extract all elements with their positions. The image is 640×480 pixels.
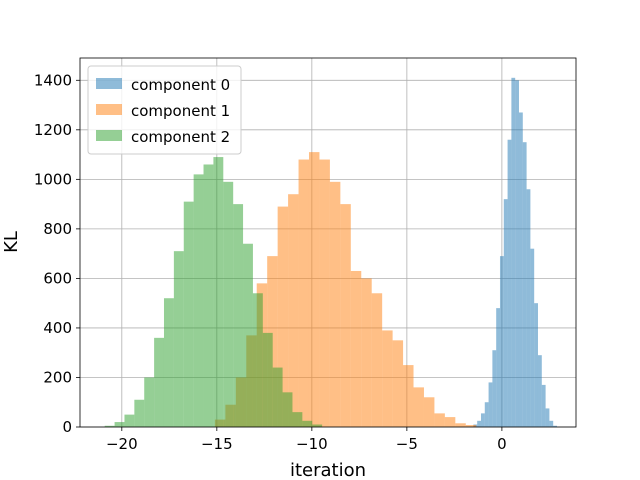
hist-bar-0-6 <box>496 308 500 427</box>
legend-label-2: component 2 <box>131 128 230 146</box>
hist-bar-0-16 <box>534 303 538 427</box>
hist-bar-1-18 <box>403 365 414 427</box>
hist-bar-1-11 <box>329 181 341 427</box>
hist-bar-2-5 <box>154 337 164 427</box>
hist-bar-2-7 <box>173 251 184 427</box>
y-tick-label-4: 800 <box>43 220 72 238</box>
y-tick-label-5: 1000 <box>34 170 72 188</box>
ticks-layer: −20 −15 −10 −5 0 0 200 400 600 800 1000 1200 1400 <box>34 71 507 453</box>
hist-bar-2-4 <box>144 377 155 427</box>
hist-bar-1-23 <box>455 423 466 427</box>
hist-bar-1-16 <box>382 330 393 427</box>
y-tick-label-7: 1400 <box>34 71 72 89</box>
hist-bar-0-5 <box>492 350 497 427</box>
hist-bar-1-13 <box>350 270 362 427</box>
x-tick-label-3: −5 <box>396 435 418 453</box>
hist-bar-2-18 <box>282 392 293 427</box>
hist-bar-0-19 <box>545 408 550 427</box>
hist-bar-1-6 <box>277 206 289 427</box>
y-tick-label-2: 400 <box>43 319 72 337</box>
legend-swatch-2 <box>96 130 122 141</box>
hist-bar-1-14 <box>361 278 372 427</box>
x-axis-title: iteration <box>290 460 366 480</box>
hist-bar-1-22 <box>444 417 456 427</box>
hist-bar-0-10 <box>511 77 516 428</box>
hist-bar-2-15 <box>252 293 263 427</box>
y-tick-label-6: 1200 <box>34 121 72 139</box>
hist-bar-0-17 <box>537 355 542 427</box>
hist-bar-1-15 <box>371 293 383 427</box>
hist-bar-2-12 <box>223 181 234 427</box>
plot-frame <box>79 57 577 428</box>
legend-label-0: component 0 <box>131 76 230 94</box>
x-tick-label-2: −10 <box>296 435 328 453</box>
hist-bar-0-14 <box>526 189 531 427</box>
hist-bar-0-18 <box>541 384 546 427</box>
hist-bar-0-8 <box>503 199 508 427</box>
y-tick-label-3: 600 <box>43 269 72 287</box>
hist-bar-1-7 <box>288 194 299 427</box>
hist-bar-1-19 <box>413 387 424 427</box>
x-tick-label-1: −15 <box>201 435 233 453</box>
hist-bar-0-20 <box>549 420 554 427</box>
hist-bar-1-21 <box>434 413 445 427</box>
hist-bar-0-12 <box>518 112 523 428</box>
legend-swatch-0 <box>96 78 122 89</box>
hist-bar-0-7 <box>499 256 504 427</box>
hist-bar-0-15 <box>530 248 535 427</box>
hist-bar-2-21 <box>312 424 323 427</box>
bars-layer <box>104 77 557 428</box>
hist-bar-2-19 <box>292 412 303 427</box>
hist-bar-2-9 <box>193 174 204 427</box>
hist-bar-2-14 <box>243 243 253 427</box>
hist-bar-0-4 <box>488 382 493 427</box>
hist-bar-2-10 <box>203 164 214 427</box>
hist-bar-0-2 <box>480 413 485 427</box>
hist-bar-2-2 <box>124 414 135 427</box>
hist-bar-1-8 <box>298 159 309 427</box>
hist-bar-1-17 <box>392 340 404 427</box>
hist-bar-2-1 <box>114 422 125 427</box>
y-tick-label-1: 200 <box>43 368 72 386</box>
hist-bar-2-17 <box>272 367 283 427</box>
hist-bar-2-6 <box>163 298 174 427</box>
hist-bar-0-21 <box>553 425 557 427</box>
hist-bar-2-13 <box>233 204 244 427</box>
hist-bar-0-13 <box>522 142 527 427</box>
hist-bar-1-12 <box>340 204 351 427</box>
hist-bar-2-16 <box>262 332 273 427</box>
hist-bar-0-1 <box>477 420 481 427</box>
hist-bar-1-9 <box>308 152 320 428</box>
hist-bar-0-11 <box>515 80 519 428</box>
hist-bar-2-8 <box>183 201 194 427</box>
x-tick-label-0: −20 <box>106 435 138 453</box>
hist-bar-2-11 <box>213 157 224 427</box>
hist-bar-0-3 <box>484 402 489 427</box>
hist-bar-1-10 <box>319 159 330 427</box>
y-axis-title: KL <box>1 231 22 253</box>
legend: component 0 component 1 component 2 <box>87 65 242 155</box>
hist-bar-2-0 <box>104 425 115 427</box>
legend-box <box>87 65 242 155</box>
legend-label-1: component 1 <box>131 102 230 120</box>
hist-bar-1-20 <box>423 397 435 427</box>
x-tick-label-4: 0 <box>497 435 507 453</box>
y-tick-label-0: 0 <box>62 418 72 436</box>
hist-bar-1-24 <box>465 425 477 427</box>
hist-bar-2-3 <box>134 399 145 427</box>
hist-bar-2-20 <box>302 420 313 427</box>
hist-bar-0-9 <box>507 139 512 427</box>
legend-swatch-1 <box>96 104 122 115</box>
